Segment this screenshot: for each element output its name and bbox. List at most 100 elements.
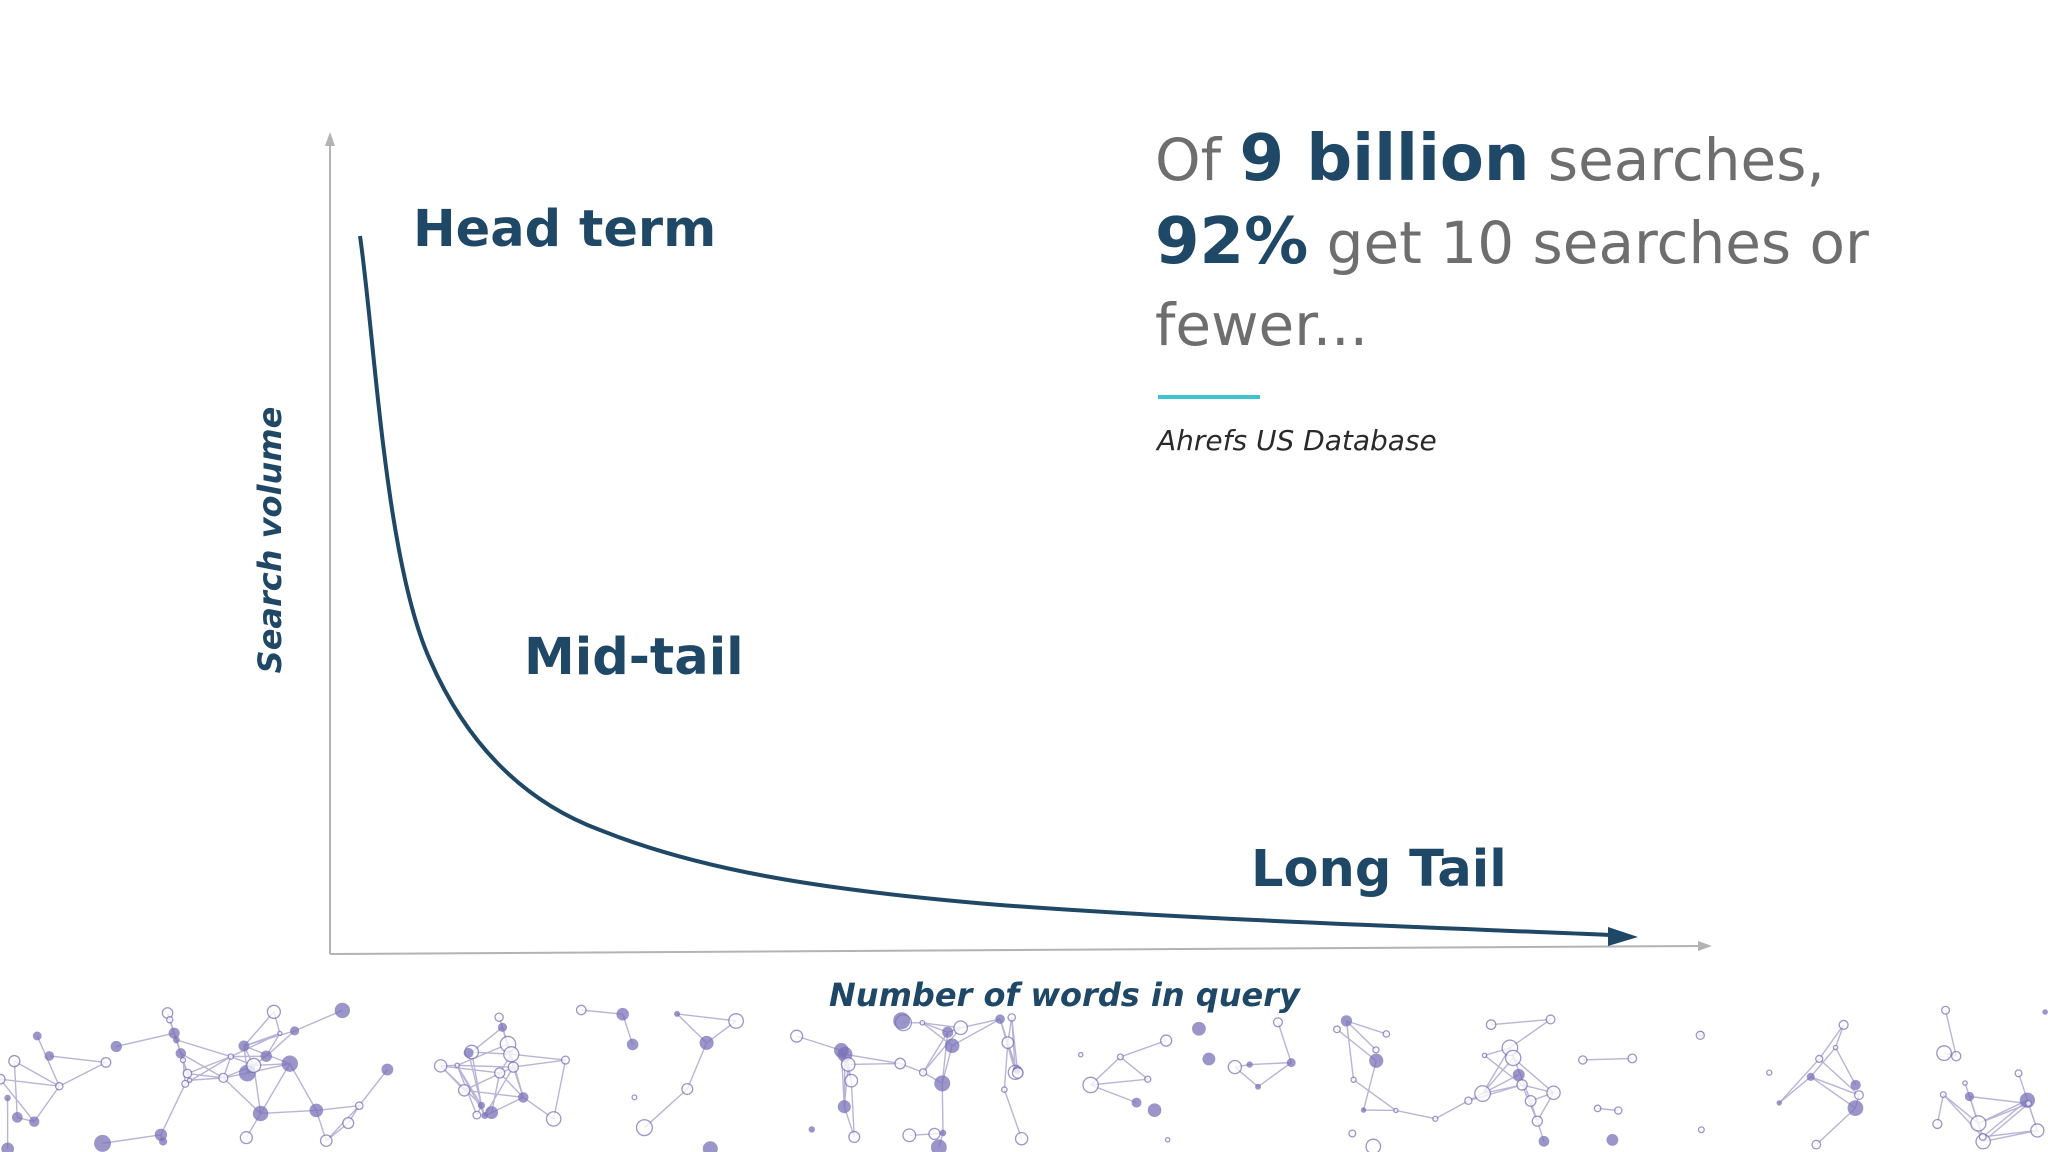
- network-node: [1082, 1076, 1099, 1094]
- stat-percent: 92%: [1155, 205, 1309, 279]
- network-link: [222, 1077, 262, 1114]
- network-link: [0, 1078, 35, 1123]
- long-tail-curve: [358, 235, 1611, 937]
- network-node: [457, 1083, 471, 1097]
- network-node: [1545, 1014, 1556, 1025]
- network-node: [2024, 1099, 2033, 1108]
- network-link: [1482, 1047, 1511, 1094]
- network-node: [1978, 1132, 1987, 1141]
- network-link: [180, 1052, 224, 1079]
- network-node: [175, 1048, 187, 1059]
- network-node: [518, 1092, 529, 1103]
- network-node: [260, 1050, 272, 1062]
- network-link: [1778, 1058, 1820, 1104]
- network-link: [1119, 1056, 1149, 1080]
- network-link: [260, 1109, 317, 1115]
- network-node: [1806, 1072, 1815, 1081]
- network-node: [1941, 1005, 1951, 1015]
- network-node: [1538, 1135, 1550, 1147]
- network-link: [1818, 1058, 1860, 1096]
- network-link: [14, 1060, 60, 1087]
- network-link: [581, 1009, 623, 1015]
- network-link: [1011, 1017, 1019, 1073]
- network-node: [942, 1026, 954, 1038]
- network-node: [1546, 1085, 1561, 1101]
- network-node: [32, 1031, 42, 1041]
- network-node: [238, 1040, 250, 1052]
- network-node: [227, 1053, 235, 1060]
- network-link: [951, 1018, 1001, 1047]
- network-node: [1516, 1079, 1528, 1091]
- network-link: [259, 1063, 291, 1114]
- head-term-label: Head term: [413, 200, 717, 259]
- network-node: [995, 1014, 1005, 1024]
- network-link: [686, 1042, 708, 1090]
- network-node: [1202, 1052, 1216, 1066]
- network-node: [674, 1010, 681, 1017]
- network-link: [1982, 1129, 2038, 1138]
- network-node: [1936, 1045, 1953, 1062]
- stat-prefix: Of: [1155, 126, 1222, 194]
- stat-statement: Of 9 billion searches, 92% get 10 search…: [1155, 118, 1915, 366]
- network-link: [850, 1080, 855, 1138]
- network-link: [184, 1055, 232, 1085]
- network-link: [102, 1134, 161, 1145]
- network-node: [110, 1040, 122, 1053]
- network-link: [1983, 1129, 2038, 1143]
- network-node: [1776, 1100, 1782, 1106]
- network-node: [728, 1013, 745, 1029]
- network-node: [1464, 1096, 1473, 1106]
- network-node: [844, 1073, 859, 1088]
- network-node: [1131, 1097, 1142, 1108]
- network-link: [189, 1077, 224, 1081]
- network-node: [681, 1082, 694, 1096]
- network-node: [1697, 1126, 1705, 1134]
- network-node: [497, 1022, 508, 1032]
- network-link: [456, 1043, 509, 1067]
- network-node: [1372, 1046, 1380, 1054]
- x-axis-label: Number of words in query: [829, 976, 1300, 1014]
- network-node: [319, 1134, 333, 1148]
- network-link: [941, 1083, 944, 1133]
- network-node: [433, 1059, 448, 1073]
- network-link: [1778, 1076, 1812, 1104]
- network-link: [187, 1055, 232, 1075]
- network-node: [893, 1012, 911, 1030]
- stat-total-suffix: searches,: [1547, 126, 1825, 194]
- network-link: [552, 1059, 567, 1120]
- network-node: [848, 1130, 861, 1144]
- network-node: [1116, 1053, 1124, 1061]
- network-link: [1345, 1020, 1377, 1051]
- network-node: [1382, 1030, 1391, 1038]
- network-link: [1969, 1095, 2029, 1105]
- network-node: [165, 1015, 174, 1024]
- network-link: [440, 1065, 500, 1074]
- network-link: [33, 1085, 60, 1123]
- network-node: [1147, 1103, 1162, 1118]
- network-link: [1491, 1018, 1551, 1026]
- network-node: [11, 1112, 23, 1123]
- network-link: [1810, 1076, 1860, 1096]
- network-link: [294, 1009, 343, 1032]
- accent-divider: [1158, 395, 1260, 399]
- network-link: [467, 1052, 483, 1106]
- network-link: [116, 1032, 175, 1048]
- network-link: [922, 1027, 962, 1073]
- network-node: [1, 1142, 15, 1152]
- network-node: [560, 1055, 571, 1065]
- network-link: [0, 1078, 60, 1087]
- network-pattern: [0, 1002, 2048, 1152]
- network-node: [1970, 1115, 1987, 1132]
- network-link: [1003, 1042, 1009, 1090]
- long-tail-label: Long Tail: [1251, 840, 1507, 899]
- network-node: [159, 1137, 168, 1146]
- network-node: [930, 1139, 947, 1152]
- x-axis: [329, 945, 1701, 955]
- network-link: [1810, 1076, 1856, 1109]
- network-node: [277, 1030, 283, 1037]
- network-node: [4, 1094, 11, 1102]
- network-node: [631, 1094, 638, 1101]
- network-node: [485, 1106, 499, 1120]
- network-node: [1962, 1080, 1968, 1086]
